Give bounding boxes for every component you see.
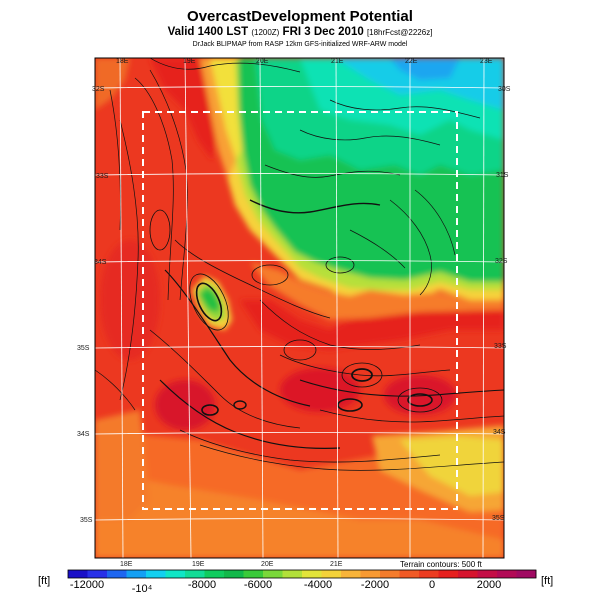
colorbar-swatch: [419, 570, 439, 578]
colorbar-swatch: [516, 570, 537, 578]
colorbar-swatch: [360, 570, 381, 578]
valid-time: Valid 1400 LST: [167, 26, 249, 38]
colorbar-tick-label: 2000: [477, 579, 501, 591]
colorbar-swatch: [497, 570, 517, 578]
colorbar-unit-left: [ft]: [38, 575, 50, 587]
colorbar-swatch: [341, 570, 361, 578]
colorbar-swatch: [107, 570, 127, 578]
lon-label-bottom: 21E: [330, 561, 343, 568]
lon-label-bottom: 18E: [120, 561, 133, 568]
colorbar-tick-label: -6000: [244, 579, 272, 591]
colorbar-tick-label: -2000: [361, 579, 389, 591]
lon-label-top: 21E: [331, 58, 344, 65]
colorbar-swatch: [146, 570, 166, 578]
colorbar-swatch: [87, 570, 108, 578]
terrain-contour-note: Terrain contours: 500 ft: [400, 560, 483, 569]
chart-title: OvercastDevelopment Potential: [187, 8, 413, 25]
map-frame: [94, 57, 505, 559]
colorbar-tick-label: -4000: [304, 579, 332, 591]
lat-label-right: 33S: [494, 343, 507, 350]
lon-label-top: 23E: [480, 58, 493, 65]
lat-label-right: 35S: [492, 515, 505, 522]
colorbar-swatch: [282, 570, 303, 578]
colorbar-swatch: [243, 570, 264, 578]
colorbar-tick-label: 0: [429, 579, 435, 591]
model-credit: DrJack BLIPMAP from RASP 12km GFS-initia…: [192, 41, 408, 48]
lat-label-left: 34S: [77, 431, 90, 438]
lon-label-top: 22E: [405, 58, 418, 65]
colorbar: [68, 570, 537, 578]
lon-label-bottom: 20E: [261, 561, 274, 568]
lat-label-left: 32S: [92, 86, 105, 93]
lat-label-left: 35S: [80, 517, 93, 524]
terrain-contours: [95, 58, 504, 471]
lat-label-right: 30S: [498, 86, 511, 93]
chart-subtitle: Valid 1400 LST (1200Z) FRI 3 Dec 2010 [1…: [0, 26, 600, 38]
colorbar-swatch: [204, 570, 225, 578]
lat-label-right: 32S: [495, 258, 508, 265]
lat-labels-left: 32S 33S 34S 35S 34S 35S: [77, 86, 109, 524]
lon-label-top: 19E: [183, 58, 196, 65]
colorbar-tick-label: -12000: [70, 579, 104, 591]
colorbar-swatch: [263, 570, 283, 578]
map-field: [95, 58, 504, 558]
colorbar-labels: -12000 -10⁴ -8000 -6000 -4000 -2000 0 20…: [70, 579, 501, 595]
inner-domain-box: [142, 111, 458, 510]
colorbar-swatch: [165, 570, 186, 578]
forecast-hours: [18hrFcst@2226z]: [366, 28, 433, 37]
colorbar-swatch: [399, 570, 420, 578]
lat-lon-grid: [95, 58, 504, 558]
colorbar-swatch: [380, 570, 400, 578]
colorbar-tick-label: -10⁴: [132, 583, 153, 595]
lon-label-top: 18E: [116, 58, 129, 65]
colorbar-swatch: [302, 570, 322, 578]
lat-label-left: 34S: [94, 259, 107, 266]
valid-time-utc: (1200Z): [251, 28, 280, 37]
colorbar-unit-right: [ft]: [541, 575, 553, 587]
colorbar-swatch: [224, 570, 244, 578]
colorbar-swatch: [321, 570, 342, 578]
lat-label-right: 34S: [493, 429, 506, 436]
colorbar-frame: [67, 569, 537, 579]
forecast-date: FRI 3 Dec 2010: [282, 26, 364, 38]
colorbar-swatch: [438, 570, 459, 578]
lon-label-top: 20E: [256, 58, 269, 65]
colorbar-swatch: [126, 570, 147, 578]
lon-label-bottom: 19E: [192, 561, 205, 568]
colorbar-swatch: [477, 570, 498, 578]
lat-label-right: 31S: [496, 172, 509, 179]
lat-labels-right: 30S 31S 32S 33S 34S 35S: [492, 86, 511, 522]
colorbar-swatch: [458, 570, 478, 578]
colorbar-tick-label: -8000: [188, 579, 216, 591]
lat-label-left: 33S: [96, 173, 109, 180]
colorbar-swatch: [68, 570, 88, 578]
lat-label-left: 35S: [77, 345, 90, 352]
lon-labels-top: 18E 19E 20E 21E 22E 23E: [116, 58, 493, 65]
lon-labels-bottom: 18E 19E 20E 21E: [120, 561, 343, 568]
colorbar-swatch: [185, 570, 205, 578]
